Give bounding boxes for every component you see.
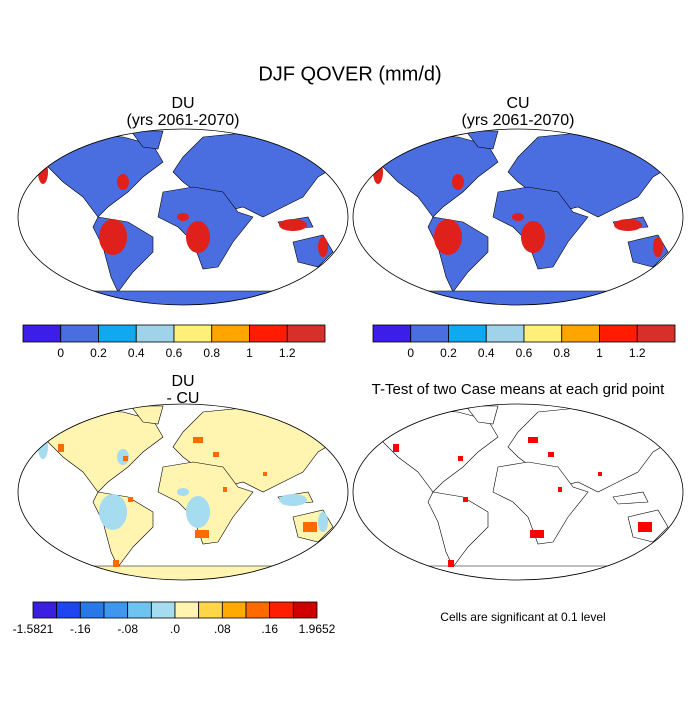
colorbar-label: .16 — [261, 622, 278, 636]
colorbar-box — [286, 324, 326, 343]
colorbar-label: 0.2 — [440, 346, 457, 360]
colorbar-label: .0 — [170, 622, 180, 636]
map — [352, 403, 684, 581]
colorbar-label: 0.6 — [516, 346, 533, 360]
colorbar-box — [448, 324, 487, 343]
colorbar-box — [372, 324, 412, 343]
colorbar-box — [211, 324, 250, 343]
panel-subtitle: (yrs 2061-2070) — [127, 112, 240, 129]
colorbar-box — [22, 324, 62, 343]
colorbar-box — [56, 601, 81, 619]
panel-subtitle: (yrs 2061-2070) — [462, 112, 575, 129]
colorbar-box — [174, 601, 200, 619]
colorbar-box — [292, 601, 318, 619]
colorbar-box — [410, 324, 449, 343]
colorbar-label: 0.8 — [203, 346, 220, 360]
colorbar-label: 0 — [57, 346, 64, 360]
colorbar-label: -.16 — [70, 622, 91, 636]
colorbar-label: .08 — [214, 622, 231, 636]
colorbar-box — [249, 324, 288, 343]
colorbar-box — [269, 601, 294, 619]
colorbar-box — [127, 601, 152, 619]
colorbar-label: -1.5821 — [13, 622, 54, 636]
colorbar-box — [173, 324, 213, 343]
colorbar-box — [103, 601, 129, 619]
colorbar-label: 0.8 — [553, 346, 570, 360]
colorbar-label: 1.9652 — [299, 622, 336, 636]
colorbar-box — [150, 601, 176, 619]
colorbar-label: 0.2 — [90, 346, 107, 360]
colorbar-box — [221, 601, 247, 619]
colorbar-label: 1 — [246, 346, 253, 360]
colorbar-box — [636, 324, 676, 343]
colorbar-label: 0.6 — [166, 346, 183, 360]
panel-title: DU — [171, 95, 194, 112]
colorbar-box — [135, 324, 175, 343]
panel-title: DU — [171, 373, 194, 390]
panel-subtitle: - CU — [167, 390, 200, 407]
colorbar-box — [485, 324, 525, 343]
colorbar-label: 0 — [407, 346, 414, 360]
colorbar-box — [79, 601, 105, 619]
colorbar-box — [60, 324, 99, 343]
colorbar-label: 1.2 — [279, 346, 296, 360]
colorbar-label: 1 — [596, 346, 603, 360]
colorbar-box — [245, 601, 271, 619]
colorbar-label: 0.4 — [478, 346, 495, 360]
map — [17, 403, 349, 581]
colorbar-box — [32, 601, 58, 619]
colorbar-label: -.08 — [117, 622, 138, 636]
colorbar-label: 0.4 — [128, 346, 145, 360]
panel-note: Cells are significant at 0.1 level — [440, 610, 605, 624]
panel-title: CU — [506, 95, 529, 112]
map — [17, 128, 349, 306]
figure-title: DJF QOVER (mm/d) — [258, 63, 441, 85]
colorbar-box — [98, 324, 137, 343]
colorbar-box — [561, 324, 600, 343]
colorbar-box — [599, 324, 638, 343]
panel-title: T-Test of two Case means at each grid po… — [372, 381, 665, 398]
colorbar-box — [523, 324, 563, 343]
colorbar-box — [198, 601, 223, 619]
map — [352, 128, 684, 306]
colorbar-label: 1.2 — [629, 346, 646, 360]
